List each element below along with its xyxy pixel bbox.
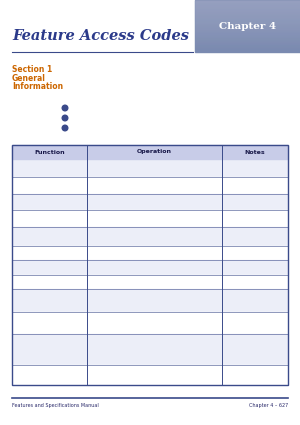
Bar [195,38,300,39]
Bar [195,43,300,44]
Bar [12,145,288,159]
Bar [195,0,300,1]
Bar [195,5,300,6]
Bar [195,8,300,9]
Bar [195,17,300,18]
Bar [195,49,300,50]
Bar [12,177,288,193]
Bar [195,1,300,2]
Text: Function: Function [34,150,65,155]
Bar [195,47,300,48]
Bar [195,51,300,52]
Text: Feature Access Codes: Feature Access Codes [12,29,189,43]
Bar [195,30,300,31]
Bar [195,9,300,10]
Text: General: General [12,74,46,82]
Bar [195,48,300,49]
Text: Section 1: Section 1 [12,65,52,74]
Bar [12,312,288,334]
Bar [195,14,300,15]
Bar [195,27,300,28]
Bar [195,18,300,19]
Bar [195,44,300,45]
Bar [195,29,300,30]
Bar [195,37,300,38]
Text: Chapter 4 – 627: Chapter 4 – 627 [249,403,288,408]
Circle shape [62,105,68,111]
Bar [195,10,300,11]
Bar [195,28,300,29]
Bar [195,4,300,5]
Text: Notes: Notes [245,150,265,155]
Text: Operation: Operation [137,150,172,155]
Bar [195,32,300,33]
Bar [12,260,288,275]
Bar [12,275,288,289]
Bar [195,31,300,32]
Circle shape [62,125,68,131]
Bar [12,159,288,177]
Circle shape [62,115,68,121]
Text: Information: Information [12,82,63,91]
Bar [195,42,300,43]
Bar [12,145,288,385]
Bar [12,193,288,210]
Bar [195,13,300,14]
Bar [12,365,288,385]
Bar [195,3,300,4]
Bar [195,21,300,22]
Text: Features and Specifications Manual: Features and Specifications Manual [12,403,99,408]
Bar [195,26,300,27]
Bar [195,39,300,40]
Bar [195,36,300,37]
Bar [195,15,300,16]
Bar [195,19,300,20]
Bar [195,34,300,35]
Bar [195,0,300,52]
Bar [195,50,300,51]
Bar [12,227,288,246]
Bar [195,40,300,41]
Bar [12,210,288,227]
Bar [195,2,300,3]
Bar [12,289,288,312]
Bar [195,6,300,7]
Bar [195,22,300,23]
Bar [195,12,300,13]
Bar [195,41,300,42]
Bar [195,11,300,12]
Bar [195,7,300,8]
Bar [12,246,288,260]
Bar [195,46,300,47]
Bar [195,24,300,25]
Bar [195,35,300,36]
Bar [195,16,300,17]
Bar [195,23,300,24]
Bar [12,334,288,365]
Bar [195,25,300,26]
Bar [195,45,300,46]
Bar [195,20,300,21]
Text: Chapter 4: Chapter 4 [219,22,276,31]
Bar [195,33,300,34]
